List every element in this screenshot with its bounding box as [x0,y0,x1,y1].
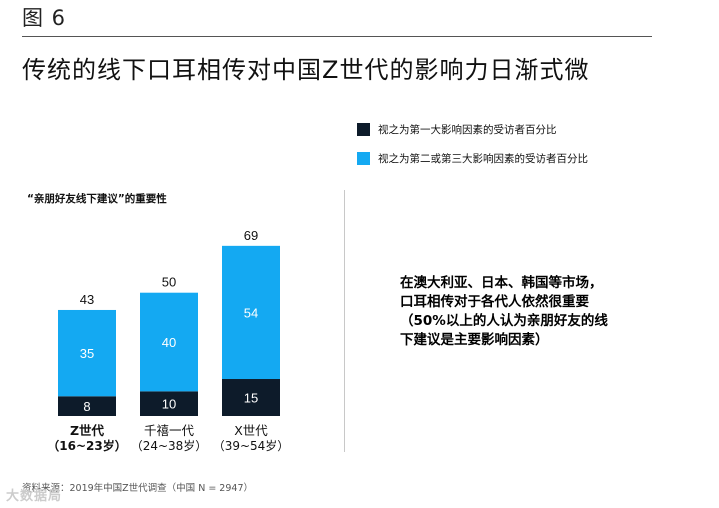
bar-total-label: 43 [80,292,94,307]
category-label: X世代 [234,423,268,438]
bar-segment-first-factor [140,391,198,416]
legend-label: 视之为第一大影响因素的受访者百分比 [378,124,557,136]
bar-segment-second-third-factor [140,292,198,392]
legend-item-second-third-factor: 视之为第二或第三大影响因素的受访者百分比 [357,150,588,167]
watermark: 大数据局 [6,489,63,504]
figure-label: 图 6 [22,6,67,30]
vertical-divider [344,190,345,452]
bar-segment-first-factor [58,396,116,416]
bar-segment-second-third-factor [222,245,280,380]
legend-label: 视之为第二或第三大影响因素的受访者百分比 [378,153,588,165]
source-note: 资料来源：2019年中国Z世代调查（中国 N = 2947） [22,483,253,494]
category-age-range: （39~54岁） [213,438,290,453]
bar-segment-value-label: 40 [162,335,176,350]
bar-total-label: 69 [244,228,258,243]
bar-segment-value-label: 35 [80,346,94,361]
chart-title: “亲朋好友线下建议”的重要性 [27,193,167,205]
legend-swatch-blue [357,152,370,165]
category-age-range: （16~23岁） [47,438,126,453]
callout-text: 在澳大利亚、日本、韩国等市场，口耳相传对于各代人依然很重要（50%以上的人认为亲… [400,275,608,348]
category-label: 千禧一代 [144,423,195,438]
legend-item-first-factor: 视之为第一大影响因素的受访者百分比 [357,121,588,138]
category-label: Z世代 [70,423,105,438]
top-divider [22,36,652,37]
page-title: 传统的线下口耳相传对中国Z世代的影响力日渐式微 [22,56,590,84]
bar-segment-value-label: 15 [244,391,258,406]
chart-legend: 视之为第一大影响因素的受访者百分比 视之为第二或第三大影响因素的受访者百分比 [357,121,588,179]
bar-segment-value-label: 10 [162,397,176,412]
legend-swatch-dark [357,123,370,136]
bar-total-label: 50 [162,275,176,290]
bar-segment-first-factor [222,379,280,416]
bar-segment-value-label: 54 [244,305,258,320]
bar-segment-value-label: 8 [83,399,90,414]
bar-segment-second-third-factor [58,309,116,397]
category-age-range: （24~38岁） [131,438,208,453]
